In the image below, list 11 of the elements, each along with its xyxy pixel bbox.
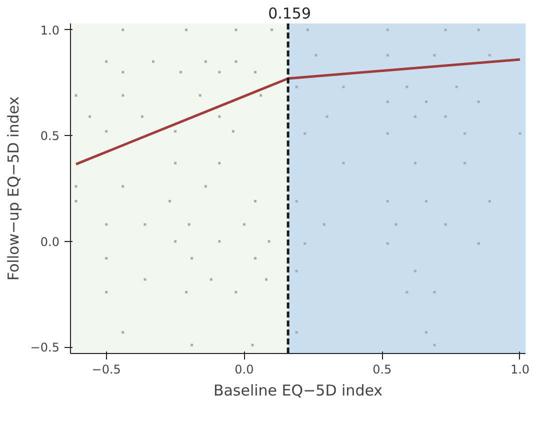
y-tick-label: 0.5: [40, 129, 60, 144]
y-tick-label: −0.5: [30, 340, 60, 355]
x-tick-label: −0.5: [92, 362, 121, 376]
y-tick-label: 1.0: [40, 23, 60, 38]
x-tick-label: 0.0: [234, 362, 254, 376]
y-axis-title: Follow−up EQ−5D index: [4, 96, 22, 281]
x-axis-title: Baseline EQ−5D index: [213, 382, 383, 400]
x-tick-label: 1.0: [510, 362, 530, 376]
y-tick-label: 0.0: [40, 234, 60, 249]
ref-line-label: 0.159: [268, 4, 312, 22]
x-tick-label: 0.5: [372, 362, 392, 376]
